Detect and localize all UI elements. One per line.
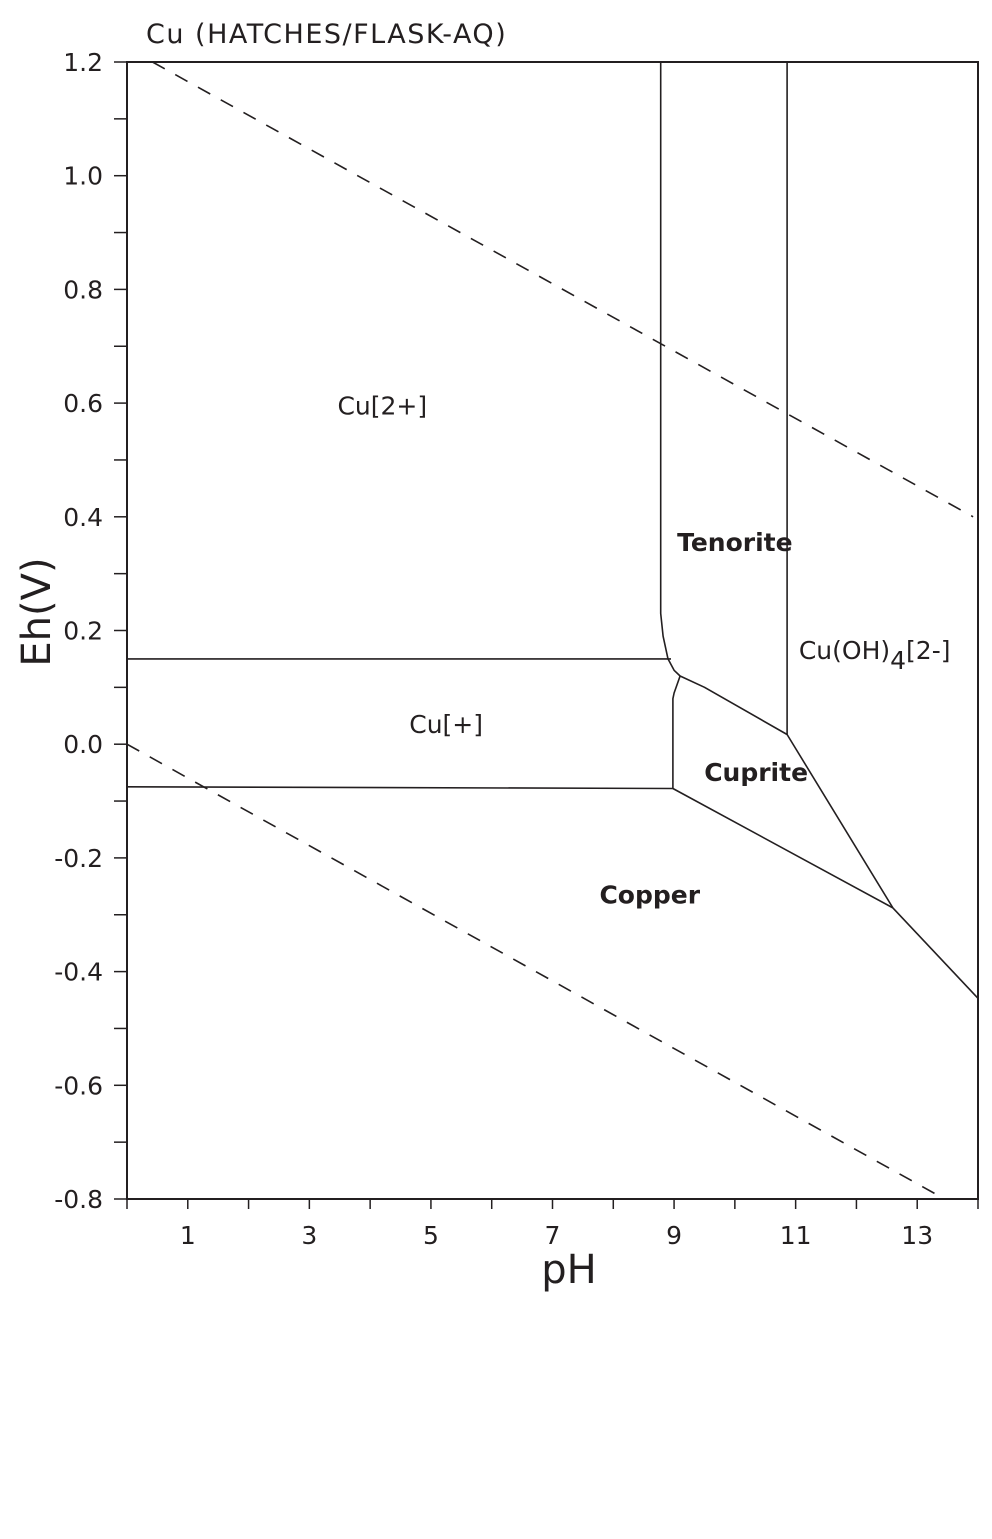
y-tick-label: 1.2 xyxy=(63,48,103,77)
y-tick-label: 0.2 xyxy=(63,617,103,646)
phase-boundary-line xyxy=(672,787,894,909)
y-tick-label: -0.2 xyxy=(54,844,103,873)
y-axis: 1.2 1.0 0.8 0.6 0.4 0.2 0.0 -0.2 -0.4 -0.6 -0.8 xyxy=(54,48,127,1214)
plot-border xyxy=(126,61,979,1200)
y-tick-label: -0.4 xyxy=(54,958,103,987)
x-tick-label: 11 xyxy=(780,1221,812,1250)
region-label: Cu[2+] xyxy=(337,391,427,420)
region-label: Copper xyxy=(599,880,700,909)
y-tick-label: -0.8 xyxy=(54,1185,103,1214)
region-labels: Cu[2+] Tenorite Cu(OH)4[2-] Cu[+] Cuprite Cop… xyxy=(337,391,950,909)
y-tick-label: 0.4 xyxy=(63,503,103,532)
y-axis-label: Eh(V) xyxy=(14,557,60,666)
y-tick-label: 0.8 xyxy=(63,275,103,304)
x-tick-label: 3 xyxy=(301,1221,317,1250)
y-tick-label: -0.6 xyxy=(54,1071,103,1100)
water-stability-line xyxy=(126,743,945,1200)
phase-boundary-line xyxy=(672,675,681,789)
region-label: Cu[+] xyxy=(409,710,483,739)
x-tick-label: 7 xyxy=(545,1221,561,1250)
phase-boundaries xyxy=(126,61,979,1200)
x-tick-label: 13 xyxy=(901,1221,933,1250)
y-tick-label: 0.6 xyxy=(63,389,103,418)
phase-boundary-line xyxy=(679,675,788,736)
phase-boundary-line xyxy=(786,734,894,909)
region-label: Tenorite xyxy=(677,528,792,557)
x-axis: 1 3 5 7 9 11 13 xyxy=(126,1199,979,1250)
x-axis-label: pH xyxy=(541,1247,596,1293)
chart-title: Cu (HATCHES/FLASK-AQ) xyxy=(146,19,507,50)
phase-boundary-line xyxy=(659,62,681,677)
y-tick-label: 1.0 xyxy=(63,162,103,191)
y-tick-label: 0.0 xyxy=(63,730,103,759)
x-tick-label: 5 xyxy=(423,1221,439,1250)
plot-frame xyxy=(126,61,979,1200)
region-label: Cuprite xyxy=(704,758,808,787)
phase-boundary-line xyxy=(892,907,979,999)
region-label: Cu(OH)4[2-] xyxy=(799,636,951,675)
x-tick-label: 9 xyxy=(666,1221,682,1250)
phase-boundary-line xyxy=(126,785,673,790)
water-stability-line xyxy=(152,61,974,518)
x-tick-label: 1 xyxy=(180,1221,196,1250)
